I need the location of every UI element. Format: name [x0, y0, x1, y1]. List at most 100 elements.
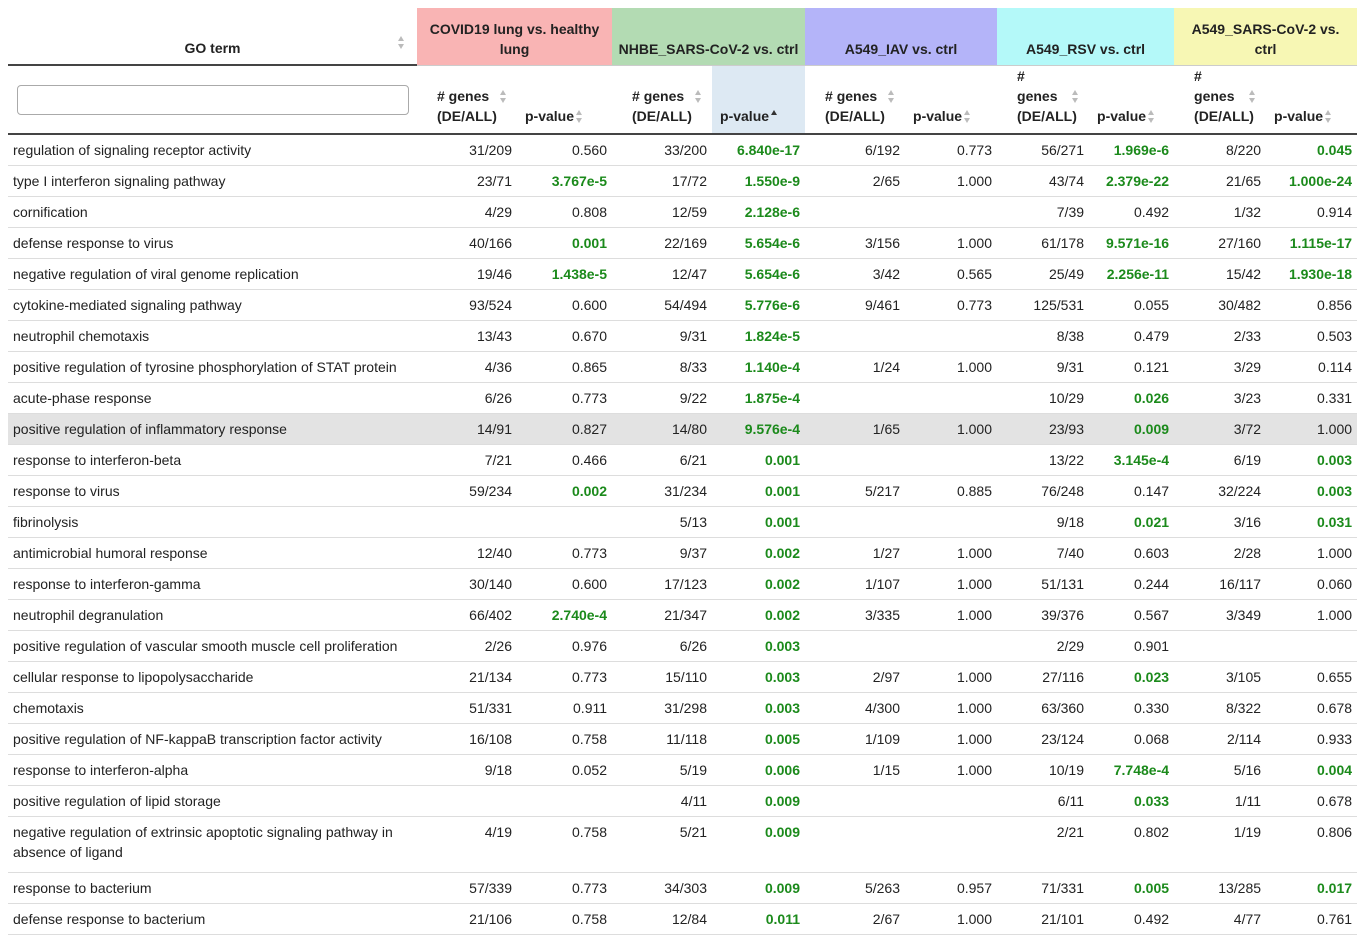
- table-row[interactable]: defense response to bacterium 21/106 0.758…: [8, 903, 1358, 935]
- table-row[interactable]: negative regulation of extrinsic apoptot…: [8, 816, 1358, 873]
- pvalue-cell: 1.000: [905, 413, 998, 445]
- pvalue-cell: 1.115e-17: [1266, 227, 1358, 259]
- pvalue-cell: [1266, 630, 1358, 662]
- sort-icon[interactable]: [888, 89, 895, 103]
- pvalue-cell: 0.773: [517, 661, 613, 693]
- genes-count-cell: 63/360: [997, 692, 1090, 724]
- genes-count-cell: 27/160: [1174, 227, 1267, 259]
- pvalue-cell: 0.017: [1266, 872, 1358, 904]
- genes-count-cell: 12/84: [612, 903, 713, 935]
- pvalue-cell: 5.654e-6: [712, 227, 806, 259]
- table-row[interactable]: response to interferon-beta 7/21 0.466 6/21…: [8, 444, 1358, 476]
- sort-icon[interactable]: [500, 89, 507, 103]
- genes-count-cell: [417, 506, 517, 538]
- table-row[interactable]: cornification 4/29 0.808 12/59 2.128e-6 7/39 0…: [8, 196, 1358, 228]
- table-row[interactable]: positive regulation of vascular smooth m…: [8, 630, 1358, 662]
- table-row[interactable]: defense response to virus 40/166 0.001 22/1…: [8, 227, 1358, 259]
- table-row[interactable]: positive regulation of lipid storage 4/11…: [8, 785, 1358, 817]
- genes-count-cell: 30/140: [417, 568, 517, 600]
- table-row[interactable]: neutrophil chemotaxis 13/43 0.670 9/31 1.824…: [8, 320, 1358, 352]
- table-row[interactable]: positive regulation of NF-kappaB transcr…: [8, 723, 1358, 755]
- genes-column-header[interactable]: # genes (DE/ALL): [1174, 65, 1267, 135]
- pvalue-cell: 1.000: [1266, 537, 1358, 569]
- genes-count-cell: 5/19: [612, 754, 713, 786]
- genes-column-header[interactable]: # genes (DE/ALL): [612, 65, 713, 135]
- genes-header-label: # genes (DE/ALL): [825, 87, 885, 124]
- table-row[interactable]: positive regulation of tyrosine phosphor…: [8, 351, 1358, 383]
- go-term-cell: fibrinolysis: [8, 506, 417, 538]
- genes-column-header[interactable]: # genes (DE/ALL): [417, 65, 517, 135]
- pvalue-cell: 1.438e-5: [517, 258, 613, 290]
- genes-count-cell: 19/46: [417, 258, 517, 290]
- genes-count-cell: [805, 382, 906, 414]
- table-row[interactable]: fibrinolysis 5/13 0.001 9/18 0.021 3/16 0.031: [8, 506, 1358, 538]
- genes-count-cell: 23/124: [997, 723, 1090, 755]
- sort-ascending-icon[interactable]: [771, 110, 778, 123]
- pvalue-cell: 0.002: [712, 537, 806, 569]
- genes-count-cell: 3/23: [1174, 382, 1267, 414]
- sort-icon[interactable]: [964, 110, 971, 124]
- pvalue-cell: 0.901: [1089, 630, 1175, 662]
- table-row[interactable]: regulation of signaling receptor activit…: [8, 133, 1358, 166]
- table-row[interactable]: negative regulation of viral genome repl…: [8, 258, 1358, 290]
- genes-count-cell: 9/18: [997, 506, 1090, 538]
- genes-count-cell: 1/65: [805, 413, 906, 445]
- genes-count-cell: 1/24: [805, 351, 906, 383]
- table-row[interactable]: chemotaxis 51/331 0.911 31/298 0.003 4/300 1.0…: [8, 692, 1358, 724]
- pvalue-cell: 6.840e-17: [712, 133, 806, 166]
- sort-icon[interactable]: [1148, 110, 1155, 124]
- table-row[interactable]: type I interferon signaling pathway 23/71…: [8, 165, 1358, 197]
- genes-count-cell: 51/131: [997, 568, 1090, 600]
- table-row[interactable]: response to interferon-gamma 30/140 0.600 1…: [8, 568, 1358, 600]
- group-header-5: A549_SARS-CoV-2 vs. ctrl: [1174, 8, 1358, 66]
- pvalue-cell: 7.748e-4: [1089, 754, 1175, 786]
- genes-count-cell: 3/16: [1174, 506, 1267, 538]
- pvalue-cell: 0.808: [517, 196, 613, 228]
- sort-icon[interactable]: [576, 110, 583, 124]
- genes-count-cell: 9/461: [805, 289, 906, 321]
- sort-icon[interactable]: [398, 36, 405, 49]
- genes-count-cell: 57/339: [417, 872, 517, 904]
- pvalue-cell: 0.114: [1266, 351, 1358, 383]
- go-term-cell: neutrophil degranulation: [8, 599, 417, 631]
- go-term-cell: cellular response to lipopolysaccharide: [8, 661, 417, 693]
- table-row[interactable]: positive regulation of inflammatory resp…: [8, 413, 1358, 445]
- pvalue-cell: 2.379e-22: [1089, 165, 1175, 197]
- table-row[interactable]: cellular response to lipopolysaccharide 2…: [8, 661, 1358, 693]
- table-row[interactable]: response to bacterium 57/339 0.773 34/303 0.…: [8, 872, 1358, 904]
- sort-icon[interactable]: [1249, 89, 1256, 103]
- genes-count-cell: [805, 506, 906, 538]
- go-term-cell: positive regulation of NF-kappaB transcr…: [8, 723, 417, 755]
- goterm-column-header[interactable]: GO term: [8, 8, 417, 66]
- genes-count-cell: 2/97: [805, 661, 906, 693]
- sort-icon[interactable]: [695, 89, 702, 103]
- pvalue-column-header[interactable]: p-value: [1089, 65, 1175, 135]
- pvalue-column-header[interactable]: p-value: [712, 65, 806, 135]
- table-row[interactable]: acute-phase response 6/26 0.773 9/22 1.875e-…: [8, 382, 1358, 414]
- table-row[interactable]: response to interferon-alpha 9/18 0.052 5/1…: [8, 754, 1358, 786]
- table-row[interactable]: neutrophil degranulation 66/402 2.740e-4 21…: [8, 599, 1358, 631]
- table-row[interactable]: cytokine-mediated signaling pathway 93/52…: [8, 289, 1358, 321]
- pvalue-cell: 0.055: [1089, 289, 1175, 321]
- go-term-cell: response to interferon-alpha: [8, 754, 417, 786]
- pvalue-column-header[interactable]: p-value: [905, 65, 998, 135]
- group-header-3: A549_IAV vs. ctrl: [805, 8, 998, 66]
- pvalue-cell: 0.006: [712, 754, 806, 786]
- pvalue-cell: [905, 382, 998, 414]
- pvalue-cell: 1.969e-6: [1089, 133, 1175, 166]
- genes-count-cell: 1/107: [805, 568, 906, 600]
- genes-column-header[interactable]: # genes (DE/ALL): [997, 65, 1090, 135]
- goterm-filter-input[interactable]: [16, 85, 409, 116]
- genes-count-cell: 23/93: [997, 413, 1090, 445]
- genes-count-cell: 4/36: [417, 351, 517, 383]
- pvalue-cell: 0.060: [1266, 568, 1358, 600]
- go-term-cell: response to virus: [8, 475, 417, 507]
- table-row[interactable]: antimicrobial humoral response 12/40 0.773…: [8, 537, 1358, 569]
- pvalue-column-header[interactable]: p-value: [517, 65, 613, 135]
- sort-icon[interactable]: [1072, 89, 1079, 103]
- table-row[interactable]: response to virus 59/234 0.002 31/234 0.001 5…: [8, 475, 1358, 507]
- genes-column-header[interactable]: # genes (DE/ALL): [805, 65, 906, 135]
- sort-icon[interactable]: [1325, 110, 1332, 124]
- pvalue-cell: [905, 785, 998, 817]
- pvalue-column-header[interactable]: p-value: [1266, 65, 1358, 135]
